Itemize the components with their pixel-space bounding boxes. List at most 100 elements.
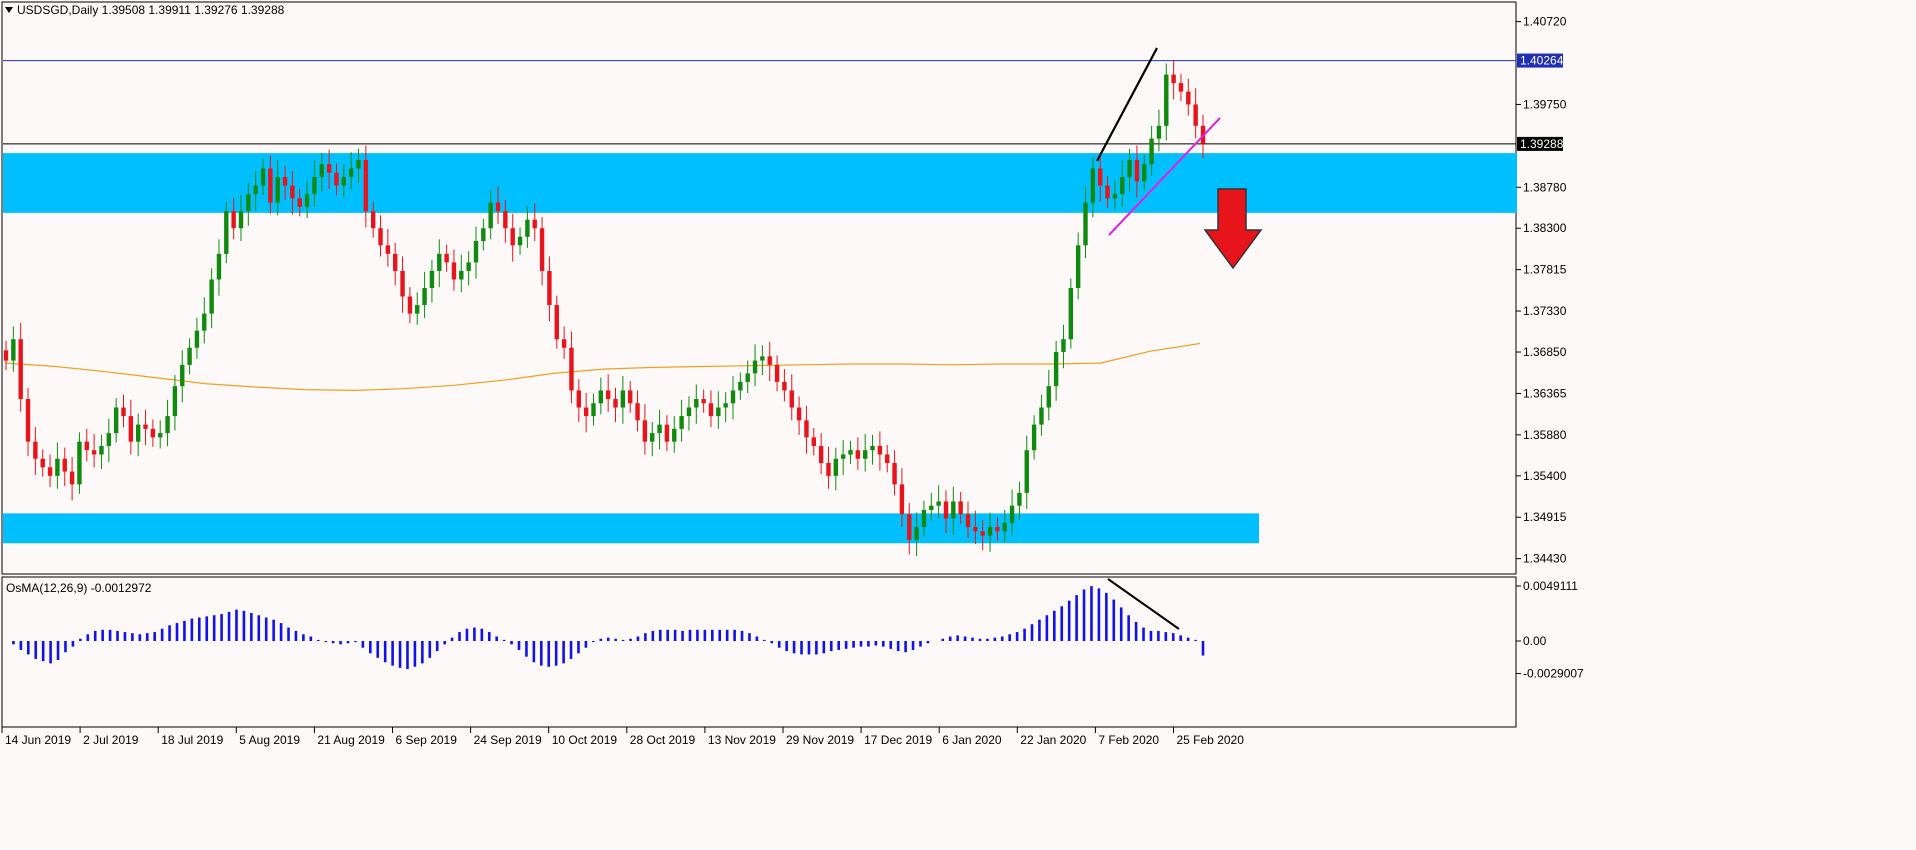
candle-body xyxy=(47,467,53,476)
time-tick-label: 17 Dec 2019 xyxy=(864,733,932,747)
candle-body xyxy=(216,253,222,280)
osma-tick-label: 0.00 xyxy=(1523,634,1547,648)
candle-body xyxy=(1083,202,1088,246)
time-tick-label: 5 Aug 2019 xyxy=(239,733,300,747)
candle-body xyxy=(400,270,405,297)
osma-divergence-line[interactable] xyxy=(1107,578,1180,630)
candle-body xyxy=(150,428,156,438)
candle-body xyxy=(1134,159,1140,182)
time-tick-label: 6 Jan 2020 xyxy=(942,733,1002,747)
annotations xyxy=(1096,47,1263,630)
candle-body xyxy=(1009,505,1015,523)
candle-body xyxy=(1039,407,1044,425)
candle-body xyxy=(1105,185,1110,199)
candle-body xyxy=(752,360,758,374)
candle-body xyxy=(77,441,82,485)
candle-body xyxy=(202,313,207,331)
price-tick-label: 1.35400 xyxy=(1523,469,1567,483)
candle-body xyxy=(1068,288,1074,340)
candle-body xyxy=(811,437,816,446)
candle-body xyxy=(231,211,236,229)
candle-body xyxy=(143,424,148,429)
candle-body xyxy=(488,202,493,229)
candle-body xyxy=(334,172,339,186)
candle-body xyxy=(69,471,75,485)
candle-body xyxy=(848,450,853,455)
candle-body xyxy=(503,211,508,229)
candle-body xyxy=(657,424,662,434)
candle-body xyxy=(62,458,67,472)
candle-body xyxy=(495,202,501,212)
time-tick-label: 14 Jun 2019 xyxy=(5,733,71,747)
candle-body xyxy=(40,458,45,468)
candle-body xyxy=(451,262,457,280)
price-tick-label: 1.39750 xyxy=(1523,97,1567,111)
candle-body xyxy=(672,428,677,442)
candle-body xyxy=(466,262,471,271)
candle-body xyxy=(370,211,376,229)
moving-average xyxy=(5,342,1201,392)
candle-body xyxy=(341,177,347,186)
current-price-box xyxy=(1517,136,1563,151)
candle-body xyxy=(789,390,794,408)
candle-body xyxy=(1193,104,1198,126)
candle-body xyxy=(180,364,185,387)
candle-body xyxy=(525,219,530,237)
candle-body xyxy=(1017,492,1022,506)
candle-body xyxy=(620,390,626,408)
candle-body xyxy=(246,194,251,212)
candle-body xyxy=(1031,424,1037,451)
candle-body xyxy=(172,386,178,417)
candle-body xyxy=(1075,245,1081,288)
candle-body xyxy=(855,450,861,459)
candle-body xyxy=(356,159,361,169)
candle-body xyxy=(650,433,655,442)
candle-body xyxy=(885,454,890,464)
price-tick-label: 1.35880 xyxy=(1523,428,1567,442)
blue-level-label: 1.40264 xyxy=(1520,54,1564,68)
candle-body xyxy=(459,270,464,280)
candle-body xyxy=(1046,386,1051,408)
price-trend-line[interactable] xyxy=(1096,47,1158,162)
candle-body xyxy=(965,514,971,528)
candle-body xyxy=(1024,450,1029,493)
candle-body xyxy=(444,253,449,263)
candle-body xyxy=(914,527,919,540)
price-tick-label: 1.34430 xyxy=(1523,552,1567,566)
candle-body xyxy=(1127,159,1132,178)
candle-body xyxy=(613,398,618,408)
down-arrow-icon[interactable] xyxy=(1203,188,1263,270)
price-tick-label: 1.36365 xyxy=(1523,386,1567,400)
candle-body xyxy=(407,296,413,314)
candle-body xyxy=(951,501,956,519)
candle-body xyxy=(113,407,119,434)
zone-2 xyxy=(3,513,1259,544)
price-levels xyxy=(3,60,1516,145)
osma-tick-label: -0.0029007 xyxy=(1523,666,1584,680)
candle-body xyxy=(268,168,273,203)
price-panel xyxy=(1,1,1517,575)
candle-body xyxy=(738,381,743,391)
time-tick-label: 18 Jul 2019 xyxy=(161,733,223,747)
candle-body xyxy=(1156,125,1162,139)
candle-body xyxy=(862,450,868,459)
candle-body xyxy=(686,407,692,417)
collapse-triangle-icon[interactable] xyxy=(5,7,13,13)
candle-body xyxy=(1171,74,1176,84)
candle-body xyxy=(561,339,567,348)
candle-body xyxy=(796,407,802,421)
price-tick-label: 1.38780 xyxy=(1523,180,1567,194)
candle-body xyxy=(760,356,765,361)
time-tick-label: 28 Oct 2019 xyxy=(630,733,696,747)
price-tick-label: 1.34915 xyxy=(1523,510,1567,524)
time-tick-label: 2 Jul 2019 xyxy=(83,733,139,747)
candle-body xyxy=(730,390,736,404)
time-tick-label: 29 Nov 2019 xyxy=(786,733,854,747)
candle-body xyxy=(694,398,699,408)
magenta-trend-line[interactable] xyxy=(1108,117,1221,236)
candle-body xyxy=(1002,522,1007,532)
candle-body xyxy=(1053,352,1059,387)
candle-body xyxy=(583,407,589,417)
candle-body xyxy=(194,330,200,348)
